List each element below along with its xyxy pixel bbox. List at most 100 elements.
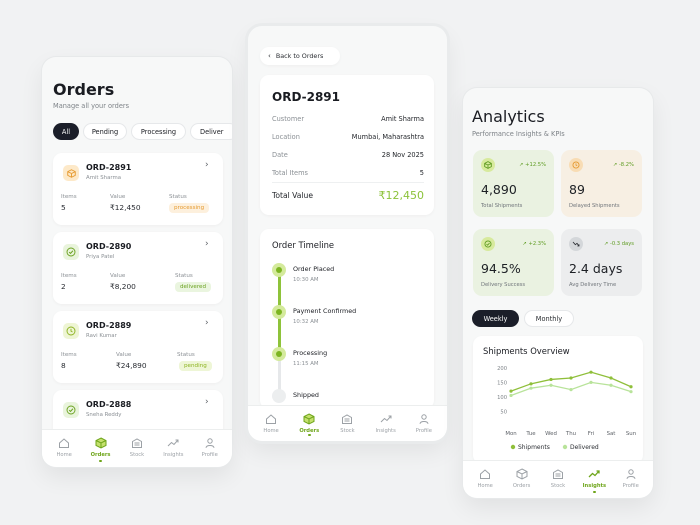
nav-stock[interactable]: Stock bbox=[541, 461, 575, 498]
nav-label: Stock bbox=[340, 428, 355, 434]
field-label: Total Items bbox=[272, 169, 308, 177]
nav-label: Profile bbox=[622, 483, 639, 489]
page-subtitle: Manage all your orders bbox=[53, 102, 130, 110]
kpi-label: Avg Delivery Time bbox=[569, 282, 617, 288]
kpi-label: Delivery Success bbox=[481, 282, 526, 288]
items-label: Items bbox=[61, 352, 77, 358]
total-items-value: 5 bbox=[419, 169, 424, 177]
timeline-done-icon bbox=[272, 263, 286, 277]
nav-stock[interactable]: Stock bbox=[120, 430, 154, 467]
x-tick-label: Mon bbox=[505, 431, 516, 437]
nav-stock[interactable]: Stock bbox=[330, 406, 364, 441]
kpi-delta: ↗ +12.5% bbox=[519, 162, 546, 168]
nav-home[interactable]: Home bbox=[468, 461, 502, 498]
tab-weekly[interactable]: Weekly bbox=[472, 310, 519, 327]
trend-up-icon: ↗ bbox=[612, 162, 619, 168]
kpi-card[interactable]: ↗ -8.2% 89 Delayed Shipments bbox=[561, 150, 642, 217]
kpi-card[interactable]: ↗ +2.3% 94.5% Delivery Success bbox=[473, 229, 554, 296]
nav-orders[interactable]: Orders bbox=[292, 406, 326, 441]
nav-label: Profile bbox=[415, 428, 432, 434]
data-point bbox=[549, 377, 553, 382]
filter-pending[interactable]: Pending bbox=[83, 123, 127, 140]
order-card[interactable]: ORD-2891 Amit Sharma › Items 5 Value ₹12… bbox=[53, 153, 223, 225]
filter-all[interactable]: All bbox=[53, 123, 79, 140]
filter-delivered[interactable]: Deliver bbox=[190, 123, 232, 140]
clock-icon bbox=[569, 158, 583, 172]
order-id: ORD-2890 bbox=[86, 242, 132, 251]
kpi-label: Total Shipments bbox=[481, 203, 523, 209]
nav-home[interactable]: Home bbox=[47, 430, 81, 467]
order-card[interactable]: ORD-2890 Priya Patel › Items 2 Value ₹8,… bbox=[53, 232, 223, 304]
tab-monthly[interactable]: Monthly bbox=[524, 310, 574, 327]
chart-title: Shipments Overview bbox=[483, 346, 570, 356]
data-point bbox=[569, 388, 573, 392]
nav-label: Insights bbox=[375, 428, 396, 434]
data-point bbox=[609, 376, 613, 380]
shipments-chart-card: Shipments Overview 50 100 150 200 Mon Tue Wed T… bbox=[473, 336, 643, 464]
chevron-right-icon[interactable]: › bbox=[205, 397, 209, 407]
nav-insights[interactable]: Insights bbox=[156, 430, 190, 467]
trend-up-icon: ↗ bbox=[519, 162, 526, 168]
items-value: 8 bbox=[61, 361, 66, 370]
customer-name: Ravi Kumar bbox=[86, 333, 117, 339]
customer-name: Sneha Reddy bbox=[86, 412, 122, 418]
data-point bbox=[509, 389, 513, 393]
nav-profile[interactable]: Profile bbox=[193, 430, 227, 467]
chevron-right-icon[interactable]: › bbox=[205, 239, 209, 249]
timeline-time: 11:15 AM bbox=[293, 361, 319, 367]
date-value: 28 Nov 2025 bbox=[381, 151, 424, 159]
chevron-right-icon[interactable]: › bbox=[205, 160, 209, 170]
nav-profile[interactable]: Profile bbox=[407, 406, 441, 441]
timeline-step: Shipped bbox=[293, 391, 319, 399]
legend-swatch bbox=[562, 444, 568, 450]
kpi-card[interactable]: ↗ +12.5% 4,890 Total Shipments bbox=[473, 150, 554, 217]
order-card[interactable]: ORD-2889 Ravi Kumar › Items 8 Value ₹24,… bbox=[53, 311, 223, 383]
nav-label: Stock bbox=[129, 452, 145, 458]
kpi-value: 94.5% bbox=[481, 261, 521, 276]
order-value: ₹24,890 bbox=[116, 361, 147, 370]
kpi-delta-value: -0.3 days bbox=[609, 241, 634, 247]
order-summary-card: ORD-2891 Customer Amit Sharma Location M… bbox=[260, 75, 434, 215]
kpi-delta-value: +12.5% bbox=[525, 162, 546, 168]
nav-label: Insights bbox=[163, 452, 184, 458]
y-tick-label: 50 bbox=[500, 409, 507, 415]
nav-profile[interactable]: Profile bbox=[614, 461, 648, 498]
bottom-nav: Home Orders Stock Insights Profile bbox=[42, 429, 232, 467]
line-chart: 50 100 150 200 Mon Tue Wed Thu Fri Sat Sun Shipment… bbox=[497, 366, 636, 451]
chevron-right-icon[interactable]: › bbox=[205, 318, 209, 328]
nav-orders[interactable]: Orders bbox=[505, 461, 539, 498]
total-value: ₹12,450 bbox=[378, 189, 425, 202]
filter-processing[interactable]: Processing bbox=[131, 123, 186, 140]
timeline-step: Order Placed bbox=[293, 265, 335, 273]
y-tick-label: 150 bbox=[497, 380, 507, 386]
x-tick-label: Fri bbox=[588, 431, 594, 437]
nav-orders[interactable]: Orders bbox=[84, 430, 118, 467]
box-icon bbox=[63, 165, 79, 181]
field-label: Date bbox=[272, 151, 288, 159]
user-icon bbox=[419, 414, 429, 425]
timeline-connector bbox=[277, 318, 281, 358]
clock-icon bbox=[63, 323, 79, 339]
nav-label: Orders bbox=[512, 483, 531, 489]
nav-insights[interactable]: Insights bbox=[369, 406, 403, 441]
back-button[interactable]: ‹ Back to Orders bbox=[260, 47, 340, 65]
kpi-value: 4,890 bbox=[481, 182, 517, 197]
trend-up-icon: ↗ bbox=[603, 241, 610, 247]
x-tick-label: Sun bbox=[626, 431, 636, 437]
bottom-nav: Home Orders Stock Insights Profile bbox=[463, 460, 653, 498]
order-id: ORD-2889 bbox=[86, 321, 132, 330]
data-point bbox=[509, 393, 513, 398]
timeline-step: Payment Confirmed bbox=[293, 307, 357, 315]
nav-insights[interactable]: Insights bbox=[577, 461, 611, 498]
data-point bbox=[629, 385, 633, 389]
page-title: Analytics bbox=[472, 107, 545, 126]
nav-home[interactable]: Home bbox=[254, 406, 288, 441]
nav-label: Home bbox=[56, 452, 72, 458]
bottom-nav: Home Orders Stock Insights Profile bbox=[248, 405, 447, 441]
data-point bbox=[529, 386, 533, 390]
status-label: Status bbox=[175, 273, 193, 279]
kpi-card[interactable]: ↗ -0.3 days 2.4 days Avg Delivery Time bbox=[561, 229, 642, 296]
x-tick-label: Wed bbox=[545, 431, 557, 437]
trend-icon bbox=[380, 415, 392, 423]
user-icon bbox=[626, 469, 636, 480]
